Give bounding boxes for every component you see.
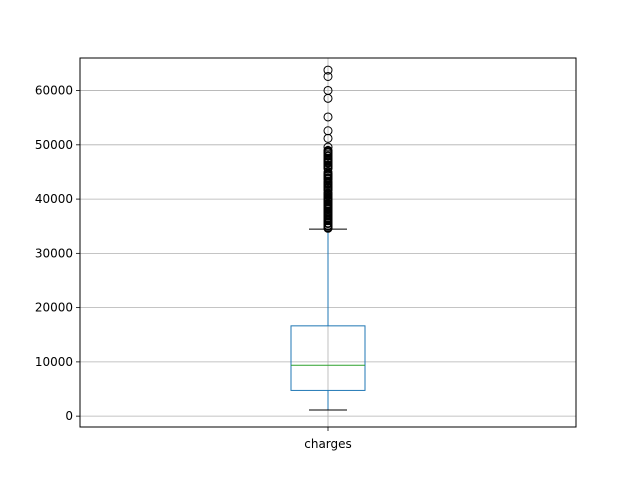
outlier-layer <box>323 65 333 233</box>
outlier-point <box>323 133 333 143</box>
x-tick-label-charges: charges <box>304 437 352 451</box>
y-tick-label: 40000 <box>35 192 73 206</box>
y-tick-label: 30000 <box>35 246 73 260</box>
axis-layer: 0 10000 20000 30000 40000 50000 60000 charges <box>35 84 352 451</box>
y-tick-label: 60000 <box>35 84 73 98</box>
y-tick-label: 20000 <box>35 301 73 315</box>
outlier-point <box>323 65 333 75</box>
box-layer <box>290 228 366 411</box>
iqr-box <box>290 325 366 391</box>
y-tick-label: 0 <box>65 409 73 423</box>
y-tick-label: 10000 <box>35 355 73 369</box>
y-tick-label: 50000 <box>35 138 73 152</box>
outlier-point <box>323 151 333 161</box>
outlier-point <box>323 71 333 81</box>
outlier-point <box>323 93 333 103</box>
outlier-point <box>323 223 333 233</box>
outlier-point <box>323 112 333 122</box>
